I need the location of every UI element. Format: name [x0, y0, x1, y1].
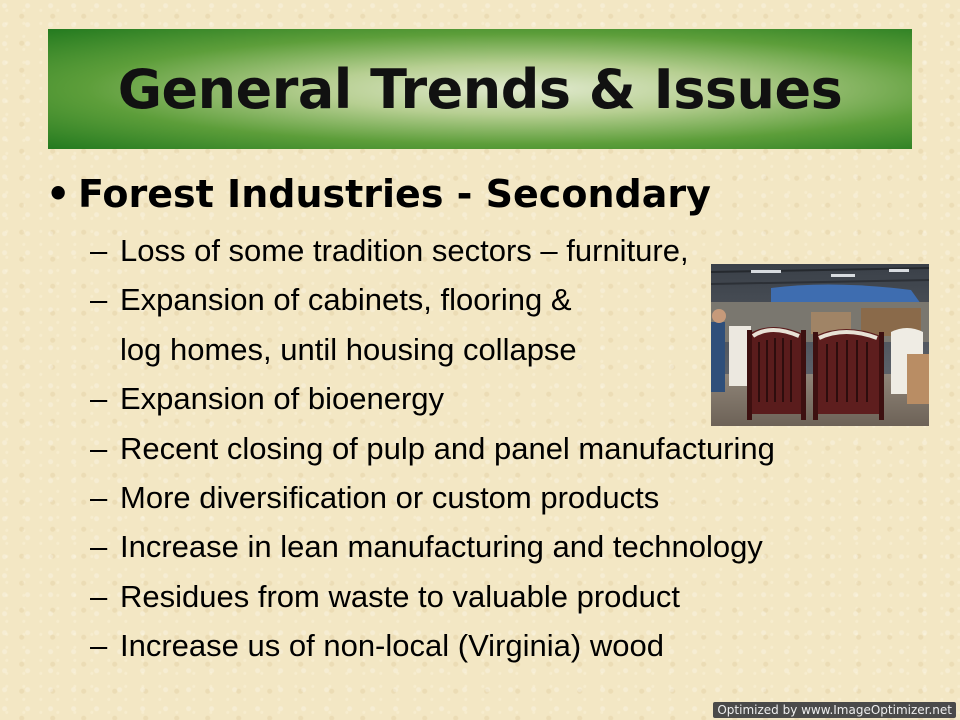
watermark-badge: Optimized by www.ImageOptimizer.net	[713, 702, 956, 718]
main-bullet: • Forest Industries - Secondary	[46, 172, 711, 216]
title-banner: General Trends & Issues	[48, 29, 912, 149]
dash: –	[90, 628, 108, 664]
dash: –	[90, 578, 108, 614]
list-item: – Expansion of cabinets, flooring &	[90, 275, 775, 324]
bullet-dot: •	[46, 172, 71, 216]
slide-title: General Trends & Issues	[117, 57, 843, 121]
dash: –	[90, 529, 108, 565]
sub-bullet-list: – Loss of some tradition sectors – furnit…	[90, 226, 775, 671]
dash: –	[90, 479, 108, 515]
factory-photo-illustration	[711, 264, 929, 426]
dash: –	[90, 282, 108, 318]
main-bullet-text: Forest Industries - Secondary	[78, 172, 711, 216]
dash: –	[90, 233, 108, 268]
list-item: – Expansion of bioenergy	[90, 374, 775, 423]
list-item-continuation: log homes, until housing collapse	[120, 331, 577, 367]
list-item: – More diversification or custom products	[90, 473, 775, 522]
list-item: – Increase in lean manufacturing and tech…	[90, 522, 775, 571]
list-item: – Recent closing of pulp and panel manufa…	[90, 424, 775, 473]
dash: –	[90, 430, 108, 466]
list-item: – Loss of some tradition sectors – furnit…	[90, 226, 775, 275]
list-item: – Increase us of non-local (Virginia) woo…	[90, 621, 775, 670]
list-item: – Residues from waste to valuable product	[90, 572, 775, 621]
dash: –	[90, 381, 108, 417]
crib-factory-photo	[711, 264, 929, 426]
